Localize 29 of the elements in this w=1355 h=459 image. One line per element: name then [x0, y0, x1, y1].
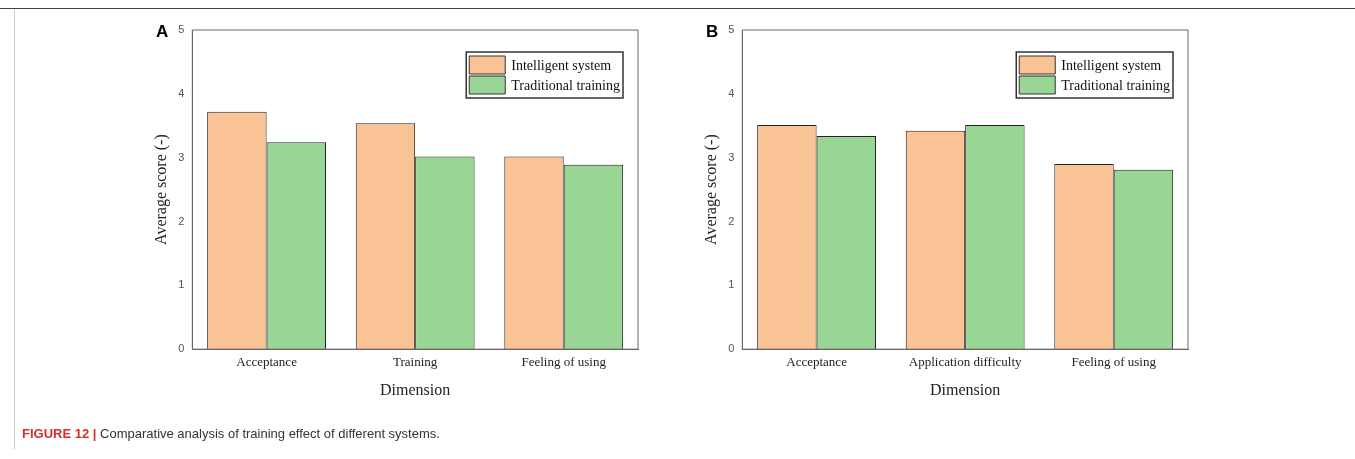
y-tick-label: 0: [728, 342, 735, 355]
y-tick-label: 0: [178, 342, 185, 355]
x-tick-label: Feeling of using: [1071, 354, 1157, 370]
y-tick-label: 1: [178, 278, 185, 291]
y-tick-label: 5: [178, 23, 185, 36]
y-axis-title: Average score (-): [151, 134, 170, 245]
chart-title: A: [156, 21, 169, 41]
y-tick-label: 4: [728, 86, 735, 99]
legend-label: Traditional training: [1061, 77, 1171, 93]
caption: FIGURE 12 | Comparative analysis of training effect of different systems.: [22, 426, 440, 441]
legend-label: Intelligent system: [511, 57, 612, 73]
y-tick-label: 5: [728, 23, 735, 36]
x-tick-label: Training: [393, 354, 438, 370]
x-tick-label: Acceptance: [786, 354, 848, 370]
x-tick-label: Application difficulty: [908, 354, 1023, 370]
y-tick-label: 3: [178, 150, 185, 163]
legend-label: Traditional training: [511, 77, 621, 93]
y-tick-label: 1: [728, 278, 735, 291]
x-axis-title: Dimension: [380, 380, 451, 398]
x-axis-title: Dimension: [930, 380, 1001, 398]
y-tick-label: 3: [728, 150, 735, 163]
y-tick-label: 2: [178, 214, 185, 227]
chart-title: B: [706, 21, 719, 41]
x-tick-label: Acceptance: [236, 354, 298, 370]
x-tick-label: Feeling of using: [521, 354, 607, 370]
y-tick-label: 4: [178, 86, 185, 99]
y-axis-title: Average score (-): [701, 134, 720, 245]
y-tick-label: 2: [728, 214, 735, 227]
legend-label: Intelligent system: [1061, 57, 1162, 73]
